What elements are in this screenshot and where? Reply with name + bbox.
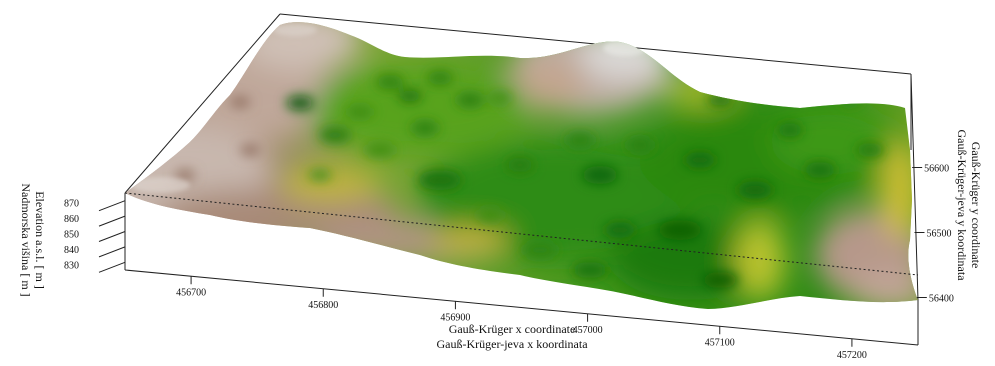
z-axis-tick-label: 830: [64, 260, 79, 271]
x-axis-ticks: 456700 456800 456900 457000 457100 457200: [176, 276, 867, 361]
x-axis-tick-label: 456700: [176, 287, 206, 298]
z-axis-tick-label: 850: [64, 230, 79, 241]
y-axis-title-line2: Gauß-Krüger-jeva y koordinata: [955, 129, 969, 281]
z-axis-tick: [98, 215, 126, 227]
z-axis-title-line2: Nadmorska višina [ m ]: [19, 183, 33, 296]
x-axis-tick-label: 457100: [705, 337, 735, 348]
z-axis-tick: [98, 200, 126, 212]
x-axis-title-line1: Gauß-Krüger x coordinate: [449, 322, 576, 336]
z-axis-tick: [98, 246, 126, 258]
x-axis-tick-label: 457000: [573, 325, 603, 336]
y-axis-ticks: 56400 56500 56600: [912, 164, 954, 305]
terrain-surface: [125, 22, 918, 309]
z-axis-tick: [98, 231, 126, 242]
z-axis-tick: [98, 261, 126, 273]
x-axis-title-line2: Gauß-Krüger-jeva x koordinata: [436, 337, 588, 351]
z-axis-tick-label: 870: [64, 199, 79, 210]
x-axis-tick-label: 457200: [837, 350, 867, 361]
z-axis-ticks: 830 840 850 860 870: [64, 199, 126, 273]
z-axis-tick-label: 860: [64, 214, 79, 225]
x-axis-tick-label: 456800: [308, 300, 338, 311]
x-axis-tick-label: 456900: [440, 312, 470, 323]
z-axis-title-line1: Elevation a.s.l. [ m ]: [33, 191, 47, 289]
z-axis-tick-label: 840: [64, 245, 79, 256]
y-axis-tick-label: 56600: [924, 164, 949, 175]
y-axis-tick-label: 56400: [929, 294, 954, 305]
y-axis-title-line1: Gauß-Krüger y coordinate: [969, 142, 983, 269]
y-axis-tick-label: 56500: [927, 229, 952, 240]
